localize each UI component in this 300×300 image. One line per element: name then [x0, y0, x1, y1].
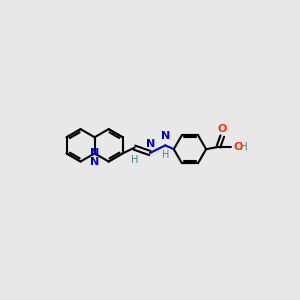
Text: N: N	[146, 139, 155, 149]
Text: N: N	[90, 157, 99, 166]
Text: N: N	[90, 148, 99, 158]
Text: N: N	[161, 131, 170, 142]
Text: H: H	[162, 150, 169, 160]
Text: H: H	[240, 142, 248, 152]
Text: H: H	[131, 155, 138, 165]
Text: O: O	[218, 124, 227, 134]
Text: O: O	[233, 142, 242, 152]
